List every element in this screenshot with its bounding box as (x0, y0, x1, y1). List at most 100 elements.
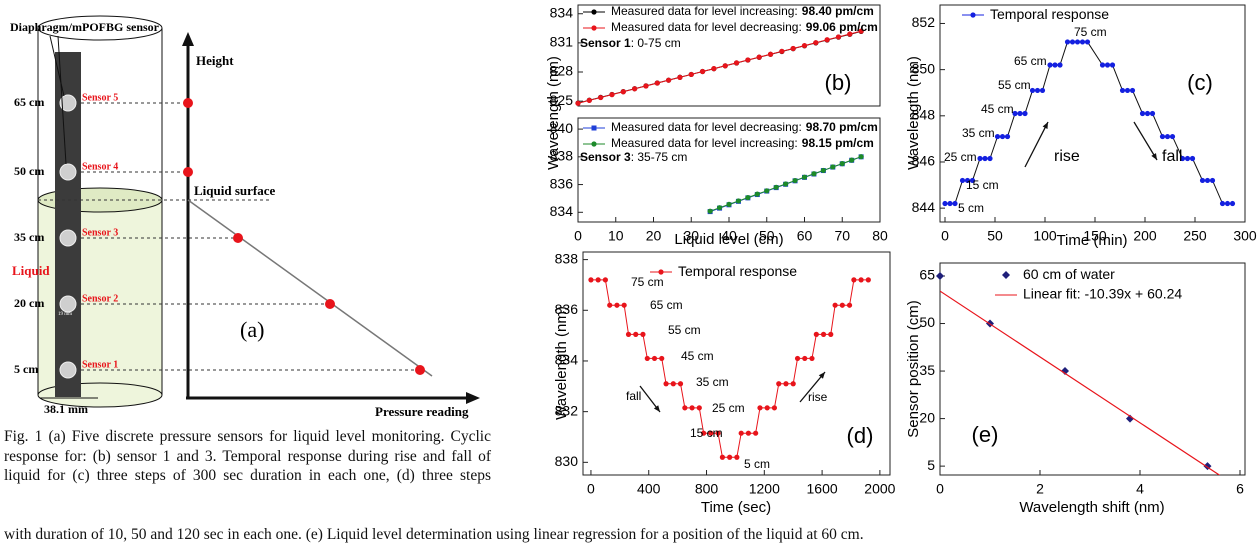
point (849, 157, 855, 163)
point (1144, 110, 1151, 117)
y-tick-label: 834 (550, 4, 574, 20)
legend-name: Temporal response (990, 6, 1109, 22)
x-tick-label: 60 (797, 228, 813, 244)
caption: with duration of 10, 50 and 120 sec in e… (4, 526, 864, 543)
sensor-label: Sensor 2 (82, 293, 118, 304)
point (614, 302, 620, 308)
point (936, 271, 944, 280)
x-axis-label: Liquid level (cm) (674, 231, 783, 248)
x-tick-label: 100 (1033, 228, 1057, 244)
point (640, 331, 646, 337)
point (1199, 177, 1206, 184)
point (716, 205, 723, 211)
point (1139, 110, 1146, 117)
point (832, 302, 838, 308)
arrowhead (466, 392, 480, 404)
point (1129, 87, 1136, 94)
point (707, 208, 713, 214)
x-axis-label: Time (min) (1056, 232, 1127, 249)
point (734, 454, 740, 460)
x-tick-label: 300 (1233, 228, 1257, 244)
point (753, 430, 759, 436)
sensor-name: Sensor 3 (580, 150, 631, 164)
x-tick-label: 70 (834, 228, 850, 244)
point (792, 177, 798, 184)
point (813, 40, 819, 46)
point (1119, 87, 1126, 94)
point (959, 177, 966, 184)
arrowhead (653, 405, 660, 412)
legend-marker (591, 9, 597, 15)
point (802, 355, 808, 362)
point (757, 405, 763, 411)
sensor-dot (59, 163, 77, 181)
point (659, 355, 665, 362)
sensor-note: Sensor 3: 35-75 cm (580, 150, 687, 164)
point (738, 430, 744, 436)
legend-marker (1002, 271, 1010, 279)
pointer (57, 35, 67, 165)
point (847, 31, 853, 37)
point (977, 155, 983, 162)
point (1099, 62, 1106, 68)
sensor-label: Sensor 1 (82, 359, 118, 370)
point (1229, 200, 1236, 207)
plot-frame (582, 251, 891, 476)
y-tick-label: 828 (550, 63, 574, 79)
point (625, 331, 632, 337)
x-tick-label: 800 (695, 481, 719, 497)
sensor-label: Sensor 3 (82, 227, 118, 238)
x-tick-label: 150 (1083, 228, 1107, 244)
panel-label: (a) (240, 317, 264, 342)
legend-label: Measured data for level increasing: 98.40… (611, 4, 874, 18)
point (987, 155, 993, 162)
pressure-line (187, 199, 433, 377)
point (820, 167, 826, 174)
point (701, 430, 707, 436)
point (783, 181, 789, 187)
panel-label: (d) (847, 423, 874, 448)
step-label: 15 cm (690, 426, 723, 440)
point (790, 45, 796, 52)
point (677, 74, 683, 80)
step-label: 35 cm (696, 375, 729, 389)
point (1052, 62, 1058, 68)
y-tick-label: 20 (919, 409, 935, 425)
rise-label: rise (808, 390, 828, 404)
point (767, 51, 774, 57)
point (851, 277, 857, 283)
legend-marker (591, 141, 597, 147)
point (764, 405, 770, 411)
point (715, 430, 721, 436)
sensor-note: Sensor 1: 0-75 cm (580, 36, 681, 50)
step-label: 5 cm (958, 201, 984, 215)
step-label: 25 cm (712, 401, 745, 415)
x-tick-label: 0 (941, 228, 949, 244)
point (754, 191, 760, 197)
point (969, 177, 976, 184)
pointer (49, 35, 65, 97)
point (811, 171, 817, 177)
x-tick-label: 0 (574, 228, 582, 244)
legend-marker (658, 269, 664, 275)
y-axis-label: Sensor position (cm) (905, 300, 922, 438)
point (839, 161, 845, 167)
diagram: Diaphragm/mPOFBG sensor Height Pressure … (10, 15, 480, 419)
y-tick-label: 836 (555, 301, 579, 317)
cylinder-top (37, 15, 163, 41)
legend-rate: 98.40 pm/cm (802, 4, 874, 18)
point (607, 302, 613, 308)
y-tick-label: 836 (550, 175, 574, 191)
pressure-label: Pressure reading (375, 404, 469, 419)
legend-label: Linear fit: -10.39x + 60.24 (1023, 286, 1182, 302)
point (776, 381, 782, 387)
liquid-label: Liquid (12, 263, 50, 278)
fit-line (940, 290, 1221, 475)
y-tick-label: 840 (550, 120, 574, 136)
point (588, 277, 594, 283)
legend-label: Temporal response (990, 6, 1109, 22)
point (708, 430, 714, 436)
level-label: 20 cm (14, 296, 44, 310)
height-label: Height (196, 53, 234, 68)
point (711, 66, 717, 72)
